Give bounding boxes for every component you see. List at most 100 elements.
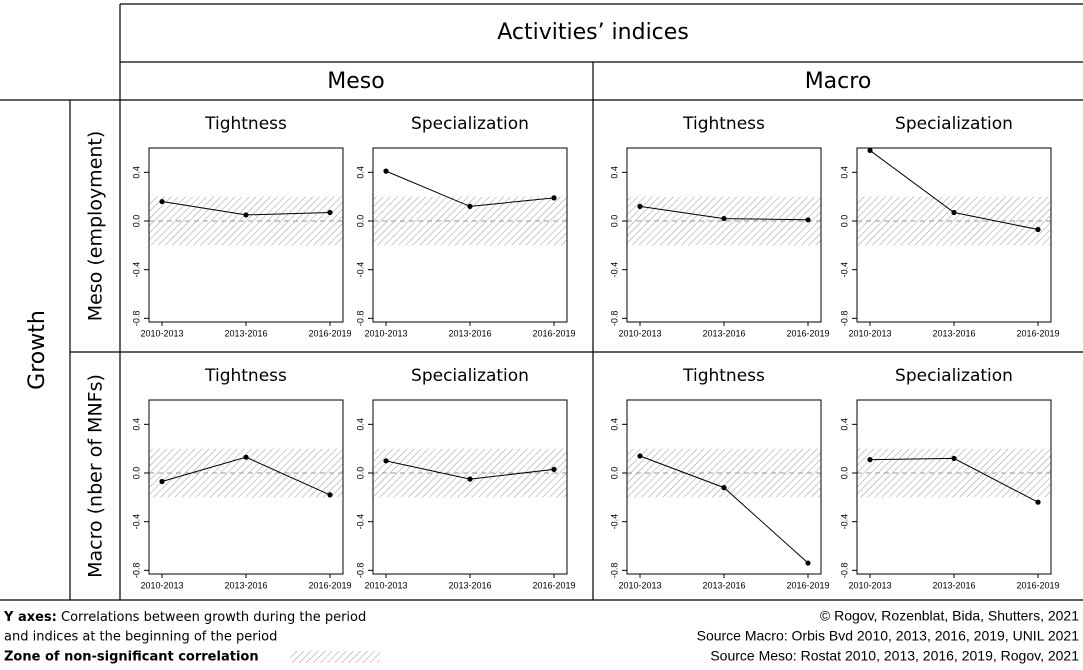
column-label: Meso bbox=[327, 69, 384, 94]
y-tick-label: 0.4 bbox=[839, 418, 849, 431]
chart-title: Tightness bbox=[682, 114, 765, 134]
y-tick-label: -0.8 bbox=[355, 311, 365, 327]
row-label: Meso (employment) bbox=[85, 131, 107, 322]
data-point bbox=[243, 212, 249, 218]
data-point bbox=[1035, 226, 1041, 233]
x-tick-label: 2013-2016 bbox=[932, 580, 975, 590]
y-tick-label: -0.8 bbox=[839, 311, 849, 327]
y-tick-label: -0.4 bbox=[355, 514, 365, 530]
y-tick-label: 0.0 bbox=[839, 215, 849, 228]
data-point bbox=[467, 203, 473, 210]
x-tick-label: 2013-2016 bbox=[932, 328, 975, 338]
data-point bbox=[467, 476, 473, 482]
x-tick-label: 2010-2013 bbox=[364, 580, 407, 590]
x-tick-label: 2010-2013 bbox=[618, 580, 661, 590]
x-tick-label: 2013-2016 bbox=[448, 580, 491, 590]
y-tick-label: -0.4 bbox=[839, 262, 849, 278]
data-point bbox=[805, 560, 811, 566]
data-point bbox=[327, 209, 333, 216]
data-point bbox=[867, 457, 873, 463]
chart-title: Specialization bbox=[411, 114, 529, 134]
data-point bbox=[721, 215, 727, 222]
footer-text: and indices at the beginning of the peri… bbox=[4, 630, 277, 645]
footer-text: Correlations between growth during the p… bbox=[61, 610, 366, 625]
credit: © Rogov, Rozenblat, Bida, Shutters, 2021 bbox=[820, 608, 1079, 624]
x-tick-label: 2013-2016 bbox=[702, 328, 745, 338]
y-tick-label: 0.4 bbox=[131, 166, 141, 179]
y-tick-label: -0.8 bbox=[131, 563, 141, 579]
chart-title: Tightness bbox=[682, 366, 765, 386]
data-point bbox=[951, 455, 957, 462]
footer-zone-label: Zone of non-significant correlation bbox=[4, 650, 259, 665]
data-point bbox=[867, 147, 873, 154]
data-point bbox=[721, 485, 727, 491]
x-tick-label: 2013-2016 bbox=[224, 580, 267, 590]
x-tick-label: 2016-2019 bbox=[1016, 328, 1059, 338]
y-tick-label: 0.4 bbox=[609, 166, 619, 179]
x-tick-label: 2010-2013 bbox=[848, 328, 891, 338]
non-significant-zone bbox=[373, 448, 567, 498]
data-point bbox=[637, 203, 643, 210]
y-tick-label: -0.8 bbox=[839, 563, 849, 579]
credit: Source Macro: Orbis Bvd 2010, 2013, 2016… bbox=[697, 628, 1080, 644]
x-tick-label: 2010-2013 bbox=[848, 580, 891, 590]
x-tick-label: 2016-2019 bbox=[1016, 580, 1059, 590]
chart-title: Specialization bbox=[895, 366, 1013, 386]
footer-note: Y axes: Correlations between growth duri… bbox=[3, 610, 366, 625]
column-label: Macro bbox=[805, 69, 872, 94]
data-point bbox=[1035, 499, 1041, 505]
data-point bbox=[551, 195, 557, 201]
chart-title: Tightness bbox=[204, 366, 287, 386]
x-tick-label: 2016-2019 bbox=[786, 328, 829, 338]
y-tick-label: 0.4 bbox=[131, 418, 141, 431]
data-point bbox=[951, 209, 957, 216]
y-tick-label: 0.0 bbox=[839, 467, 849, 480]
y-tick-label: -0.4 bbox=[839, 514, 849, 530]
table-grid bbox=[0, 3, 1083, 601]
x-tick-label: 2013-2016 bbox=[702, 580, 745, 590]
y-tick-label: -0.4 bbox=[609, 514, 619, 530]
x-tick-label: 2016-2019 bbox=[308, 580, 351, 590]
credit: Source Meso: Rostat 2010, 2013, 2016, 20… bbox=[710, 648, 1079, 664]
footer-label: Y axes: bbox=[3, 610, 57, 625]
y-tick-label: 0.0 bbox=[609, 215, 619, 228]
data-point bbox=[159, 478, 165, 485]
data-point bbox=[805, 217, 811, 223]
x-tick-label: 2016-2019 bbox=[308, 328, 351, 338]
header-title: Activities’ indices bbox=[497, 20, 689, 45]
x-tick-label: 2010-2013 bbox=[364, 328, 407, 338]
x-tick-label: 2013-2016 bbox=[224, 328, 267, 338]
data-point bbox=[159, 198, 165, 205]
non-significant-zone bbox=[857, 196, 1051, 246]
y-tick-label: -0.8 bbox=[131, 311, 141, 327]
data-point bbox=[383, 458, 389, 464]
y-tick-label: 0.4 bbox=[839, 166, 849, 179]
data-point bbox=[383, 168, 389, 174]
chart-title: Specialization bbox=[895, 114, 1013, 134]
y-tick-label: 0.0 bbox=[355, 467, 365, 480]
x-tick-label: 2016-2019 bbox=[532, 328, 575, 338]
chart-title: Specialization bbox=[411, 366, 529, 386]
y-tick-label: 0.0 bbox=[131, 467, 141, 480]
x-tick-label: 2016-2019 bbox=[532, 580, 575, 590]
x-tick-label: 2010-2013 bbox=[618, 328, 661, 338]
y-tick-label: -0.4 bbox=[355, 262, 365, 278]
data-point bbox=[243, 454, 249, 460]
y-tick-label: 0.4 bbox=[609, 418, 619, 431]
y-tick-label: 0.0 bbox=[609, 467, 619, 480]
zone-swatch bbox=[290, 651, 380, 663]
data-point bbox=[551, 466, 557, 472]
y-tick-label: -0.4 bbox=[131, 514, 141, 530]
y-tick-label: -0.4 bbox=[131, 262, 141, 278]
y-tick-label: 0.0 bbox=[355, 215, 365, 228]
y-tick-label: 0.0 bbox=[131, 215, 141, 228]
y-tick-label: -0.8 bbox=[355, 563, 365, 579]
x-tick-label: 2016-2019 bbox=[786, 580, 829, 590]
x-tick-label: 2010-2013 bbox=[140, 580, 183, 590]
x-tick-label: 2013-2016 bbox=[448, 328, 491, 338]
y-tick-label: 0.4 bbox=[355, 166, 365, 179]
y-tick-label: -0.4 bbox=[609, 262, 619, 278]
data-point bbox=[637, 453, 643, 459]
row-group-label: Growth bbox=[25, 310, 50, 390]
